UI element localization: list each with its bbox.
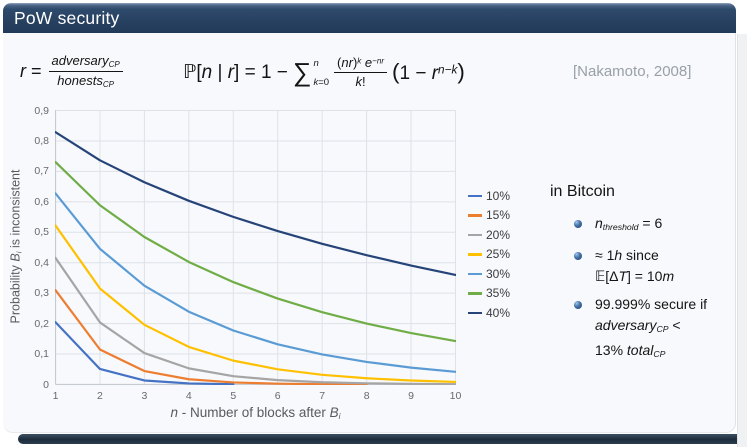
bullet-line: 99.999% secure if [595, 296, 708, 313]
x-tick-label: 7 [319, 390, 326, 402]
y-tick-label: 0,6 [34, 195, 49, 208]
x-tick-label: 8 [363, 390, 370, 402]
legend-swatch [468, 194, 482, 197]
legend-item-30%: 30% [468, 264, 510, 284]
bullet-line: adversaryCP < [595, 317, 681, 335]
y-tick-label: 0,1 [34, 348, 49, 361]
series-line-30% [55, 192, 456, 373]
legend-item-35%: 35% [468, 284, 510, 304]
legend-swatch [468, 253, 482, 256]
legend-swatch [468, 292, 482, 295]
fraction-numerator: (nr)k e−nr [334, 55, 388, 73]
bullet-item: 99.999% secure if adversaryCP < 13% totalC… [550, 294, 736, 365]
summation-lower-limit: k=0 [313, 76, 330, 88]
x-axis-tick-labels: 1 2 3 4 5 6 7 8 9 10 [53, 390, 462, 403]
bullet-ball-icon [574, 301, 582, 310]
legend-swatch [468, 214, 482, 217]
ratio-lhs: r = [20, 60, 42, 81]
legend-label: 15% [486, 208, 511, 223]
formula-tail: (1 − rn−k) [392, 59, 465, 84]
x-axis-title: n - Number of blocks after Bi [170, 405, 341, 422]
bullet-line: nthreshold = 6 [595, 215, 663, 233]
series-line-15% [55, 289, 368, 385]
y-tick-label: 0,5 [34, 226, 49, 239]
bullet-line: 13% totalCP [595, 342, 666, 360]
bitcoin-heading: in Bitcoin [550, 183, 615, 200]
legend-label: 40% [486, 305, 511, 320]
y-tick-label: 0,8 [34, 134, 49, 147]
legend-label: 35% [486, 286, 511, 301]
sigma-symbol: ∑ [292, 57, 312, 87]
y-axis-title: Probability Bi is inconsistent [8, 169, 24, 324]
y-axis-tick-labels: 0 0,1 0,2 0,3 0,4 0,5 0,6 0,7 0,8 0,9 [15, 105, 49, 391]
fraction-denominator: honestsCP [57, 72, 115, 89]
poisson-fraction: (nr)k e−nr k! [334, 55, 388, 89]
ratio-fraction: adversaryCP honestsCP [48, 53, 123, 89]
bullet-ball-icon [574, 220, 582, 228]
legend-item-25%: 25% [468, 245, 510, 265]
y-tick-label: 0,2 [34, 317, 49, 330]
page-margin-right [737, 34, 747, 447]
legend-label: 30% [486, 266, 511, 281]
summation-upper-limit: n [313, 58, 319, 69]
legend-swatch [468, 272, 482, 275]
slide-drop-shadow [18, 434, 747, 444]
bullet-item: nthreshold = 6 [550, 213, 736, 238]
y-tick-label: 0,7 [34, 165, 49, 178]
legend-label: 25% [486, 247, 511, 262]
fraction-denominator: k! [355, 73, 366, 89]
x-tick-label: 4 [185, 390, 192, 402]
legend-swatch [468, 311, 482, 314]
series-line-10% [55, 321, 235, 385]
probability-formula: ℙ[n | r] = 1 − ∑ n k=0 (nr)k e−nr k! (1 … [183, 48, 465, 96]
chart-legend: 10% 15% 20% 25% 30% 35% 40% [468, 186, 510, 323]
fraction-numerator: adversaryCP [48, 53, 123, 72]
citation: [Nakamoto, 2008] [573, 63, 692, 80]
series-line-35% [55, 160, 456, 343]
bullet-line: ≈ 1h since [595, 247, 659, 264]
legend-item-15%: 15% [468, 206, 510, 226]
x-tick-label: 1 [52, 390, 59, 402]
bitcoin-panel: in Bitcoin nthreshold = 6 ≈ 1h since 𝔼[ΔT]… [550, 183, 736, 372]
x-tick-label: 3 [141, 390, 148, 402]
series-line-25% [55, 224, 456, 384]
series-line-20% [55, 256, 456, 385]
legend-item-40%: 40% [468, 303, 510, 323]
legend-label: 20% [486, 227, 511, 242]
y-tick-label: 0 [43, 378, 49, 391]
x-tick-label: 5 [230, 390, 237, 402]
ratio-definition-formula: r = adversaryCP honestsCP [20, 50, 123, 92]
x-tick-label: 6 [274, 390, 281, 402]
y-tick-label: 0,9 [34, 104, 49, 117]
summation-limits: n k=0 [313, 57, 329, 87]
series-line-40% [55, 131, 456, 276]
slide-title-bar: PoW security [3, 3, 736, 34]
y-tick-label: 0,3 [34, 287, 49, 300]
summation: ∑ n k=0 [293, 57, 329, 87]
x-tick-label: 9 [408, 390, 414, 402]
formula-prefix: ℙ[n | r] = 1 − [183, 61, 288, 83]
line-chart-plot-area [55, 110, 456, 385]
slide-body [3, 33, 736, 433]
x-tick-label: 10 [449, 390, 462, 402]
legend-swatch [468, 233, 482, 236]
y-tick-label: 0,4 [34, 256, 49, 269]
bullet-item: ≈ 1h since 𝔼[ΔT] = 10m [550, 245, 736, 287]
bullet-line: 𝔼[ΔT] = 10m [595, 268, 675, 285]
x-tick-label: 2 [97, 390, 103, 402]
bitcoin-bullet-list: nthreshold = 6 ≈ 1h since 𝔼[ΔT] = 10m 99.99… [550, 213, 736, 365]
legend-item-10%: 10% [468, 186, 510, 206]
bullet-ball-icon [574, 252, 582, 261]
slide-title: PoW security [14, 8, 120, 28]
legend-label: 10% [486, 188, 511, 203]
legend-item-20%: 20% [468, 225, 510, 245]
